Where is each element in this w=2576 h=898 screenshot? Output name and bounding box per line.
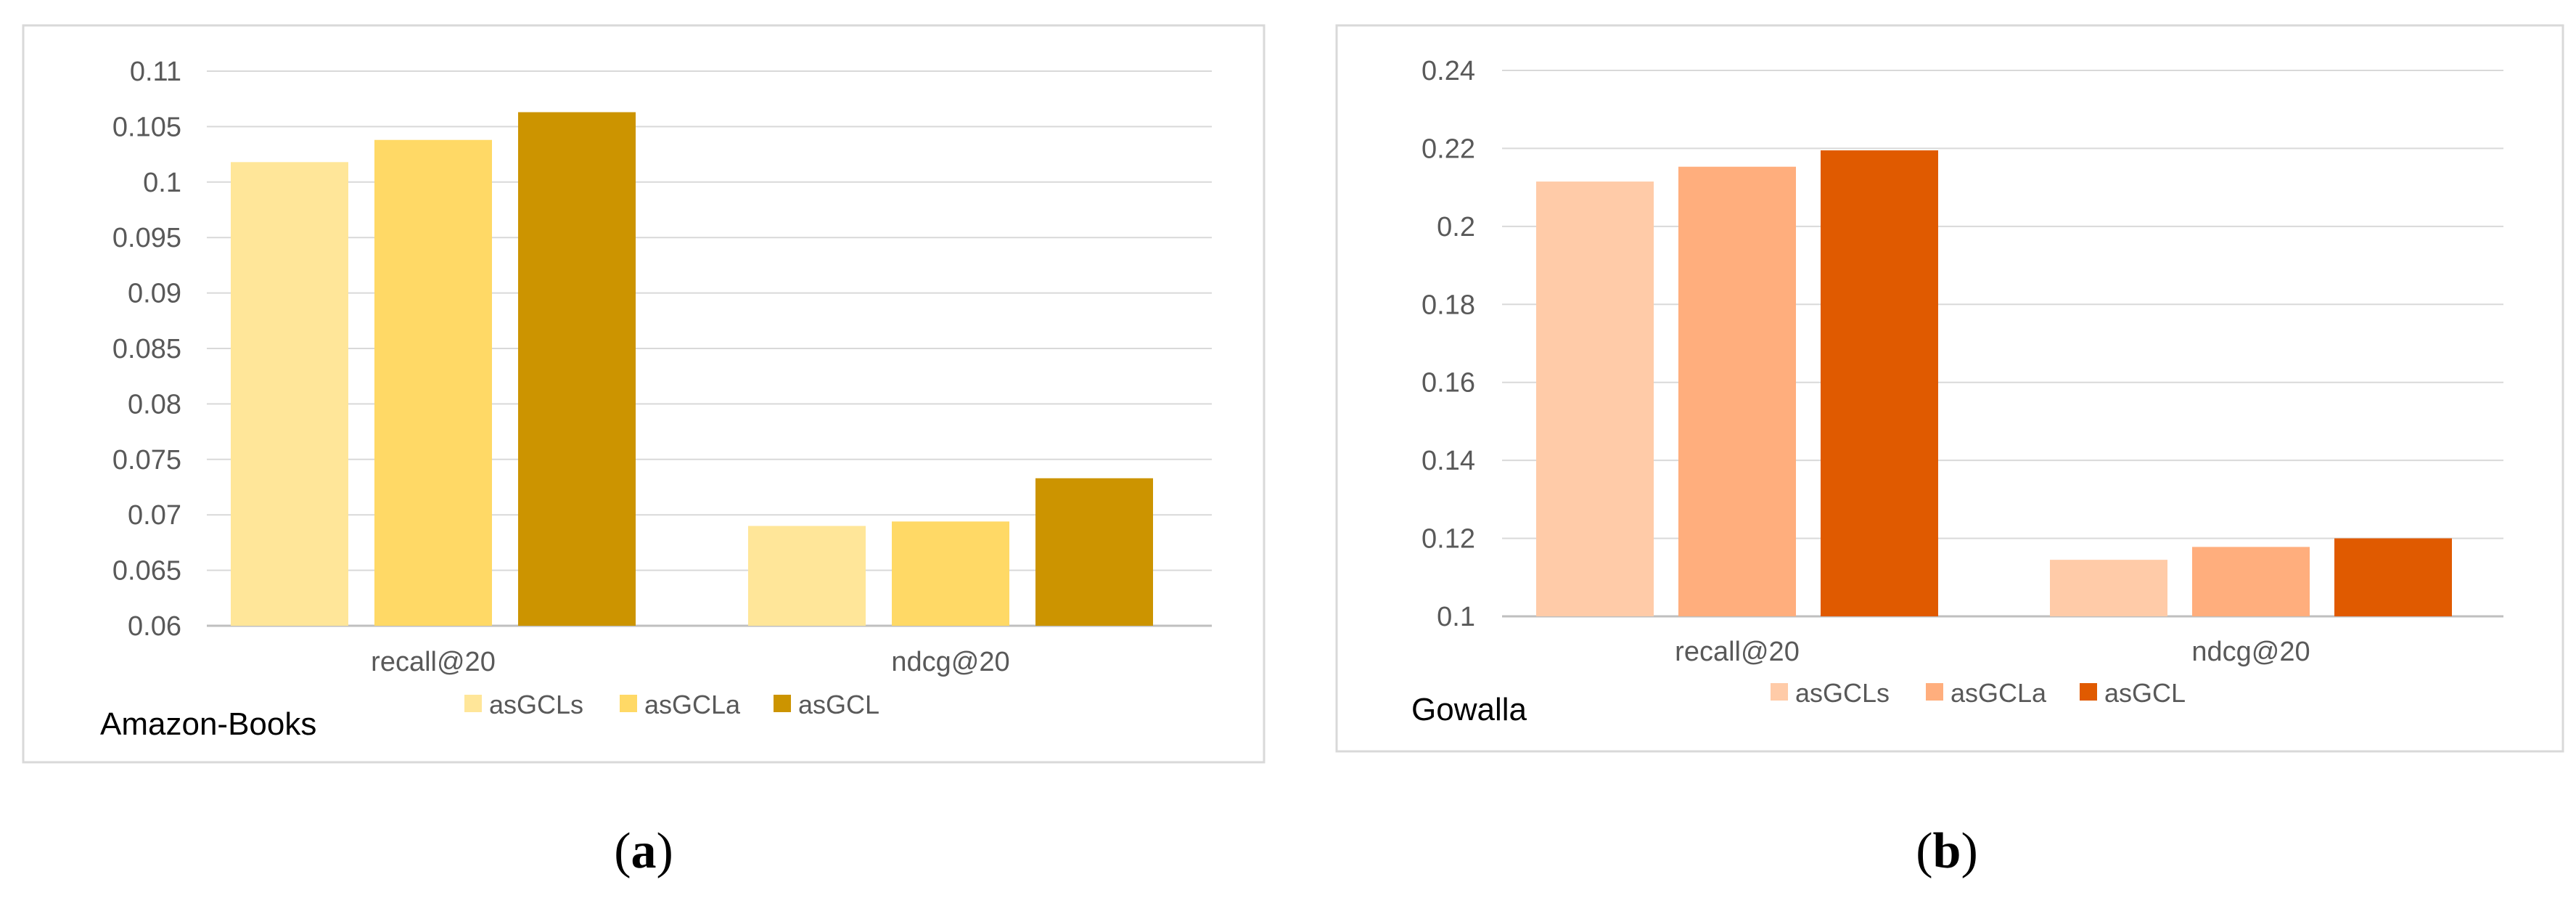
y-tick-label: 0.105 [112,112,181,142]
y-tick-label: 0.06 [128,611,181,642]
x-axis-labels: recall@20 ndcg@20 [371,647,1009,677]
bar-asGCL-recall@20 [518,112,636,626]
y-tick-label: 0.08 [128,389,181,420]
chart-border [22,24,1266,764]
x-axis-labels: recall@20 ndcg@20 [1675,637,2310,667]
bars [231,112,1153,626]
legend-label: asGCL [2104,678,2186,708]
legend-swatch [1771,683,1788,701]
subfigure-label: (a) [614,823,673,879]
chart-panel-gowalla: 0.1 0.12 0.14 0.16 0.18 0.2 0.22 0.24 recall@20… [1335,24,2564,879]
y-tick-label: 0.065 [112,556,181,587]
y-tick-label: 0.16 [1422,368,1475,399]
bar-asGCLs-recall@20 [231,162,348,626]
bar-asGCLs-recall@20 [1536,181,1654,617]
bar-asGCLa-recall@20 [1678,166,1796,616]
legend-label: asGCLs [1795,678,1890,708]
legend-label: asGCL [798,690,879,719]
y-axis-ticks: 0.060.0650.070.0750.080.0850.090.0950.10… [112,57,181,642]
legend-label: asGCLa [1951,678,2047,708]
bar-asGCL-ndcg@20 [2334,538,2452,616]
dataset-label: Gowalla [1411,692,1527,727]
y-tick-label: 0.09 [128,279,181,309]
x-category-label: ndcg@20 [891,647,1009,677]
y-tick-label: 0.1 [1437,602,1475,632]
legend-swatch [2080,683,2097,701]
y-tick-label: 0.2 [1437,212,1475,242]
subfigure-label: (b) [1916,823,1978,879]
y-tick-label: 0.095 [112,223,181,253]
legend-swatch [464,695,482,712]
bars [1536,150,2452,617]
bar-asGCL-ndcg@20 [1035,478,1153,626]
y-tick-label: 0.18 [1422,290,1475,320]
bar-asGCLa-ndcg@20 [2192,547,2310,616]
y-tick-label: 0.085 [112,334,181,364]
y-tick-label: 0.12 [1422,524,1475,555]
legend: asGCLs asGCLa asGCL [1771,678,2186,708]
bar-asGCLa-ndcg@20 [892,521,1009,626]
x-category-label: ndcg@20 [2191,637,2310,667]
y-tick-label: 0.24 [1422,56,1475,86]
legend-swatch [774,695,791,712]
x-category-label: recall@20 [1675,637,1800,667]
chart-border [1335,24,2564,753]
dataset-label: Amazon-Books [100,706,316,742]
y-tick-label: 0.11 [130,57,181,87]
bar-asGCL-recall@20 [1821,150,1938,617]
y-tick-label: 0.1 [143,168,181,198]
legend: asGCLs asGCLa asGCL [464,690,879,719]
bar-asGCLa-recall@20 [374,139,492,626]
y-axis-ticks: 0.1 0.12 0.14 0.16 0.18 0.2 0.22 0.24 [1422,56,1475,632]
legend-swatch [1926,683,1943,701]
legend-swatch [620,695,637,712]
chart-panel-amazon-books: 0.060.0650.070.0750.080.0850.090.0950.10… [22,24,1266,879]
x-category-label: recall@20 [371,647,496,677]
y-tick-label: 0.22 [1422,134,1475,164]
legend-label: asGCLs [489,690,583,719]
y-tick-label: 0.075 [112,445,181,475]
gridlines [207,70,1212,627]
bar-asGCLs-ndcg@20 [748,526,866,626]
legend-label: asGCLa [644,690,741,719]
bar-asGCLs-ndcg@20 [2050,560,2167,616]
y-tick-label: 0.07 [128,500,181,531]
y-tick-label: 0.14 [1422,446,1475,476]
